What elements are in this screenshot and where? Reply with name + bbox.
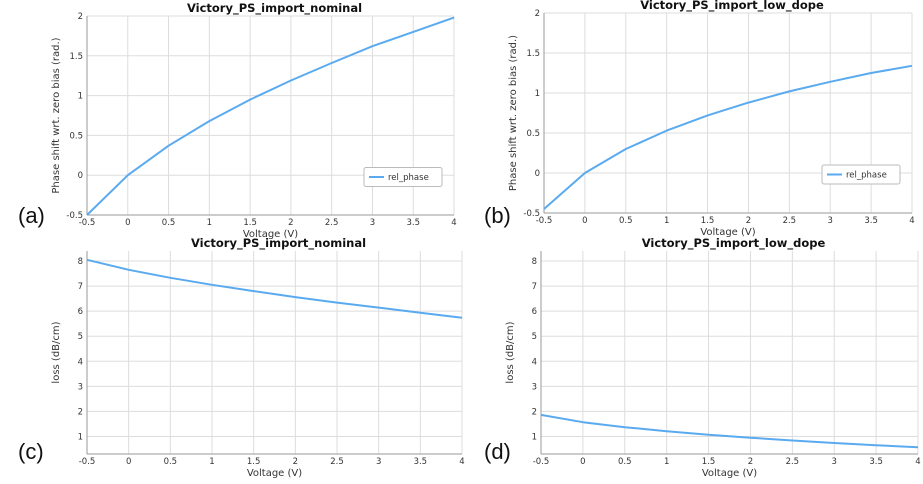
chart-title: Victory_PS_import_low_dope [640,0,824,13]
y-tick-label: 2 [78,12,83,22]
chart-title: Victory_PS_import_nominal [191,236,366,251]
x-tick-label: 4 [459,457,464,467]
x-tick-label: 4 [909,216,914,226]
x-tick-label: 2 [293,457,298,467]
chart-title: Victory_PS_import_low_dope [642,236,826,251]
x-tick-label: 3 [370,218,375,228]
y-tick-label: 5 [78,332,83,342]
chart-1: -0.5 0 0.5 1 1.5 2 2.5 3 3.5 4 -0.5 0 0.5 1 1.5 2 Victor… [508,0,915,238]
x-tick-label: 3.5 [406,218,420,228]
x-tick-label: 4 [915,457,920,467]
x-tick-label: 4 [451,218,456,228]
panel-letter-c: (c) [18,439,44,464]
x-tick-label: 1 [207,218,212,228]
x-tick-label: 3.5 [869,457,883,467]
chart-0: -0.5 0 0.5 1 1.5 2 2.5 3 3.5 4 -0.5 0 0.5 1 1.5 2 Victor… [51,1,457,240]
x-tick-label: 1.5 [243,218,257,228]
y-tick-label: 1 [532,432,537,442]
x-tick-label: 0 [580,457,585,467]
y-tick-label: 3 [532,382,537,392]
x-tick-label: 2 [746,216,751,226]
x-tick-label: 2.5 [330,457,344,467]
x-tick-label: 0.5 [162,218,176,228]
x-tick-label: -0.5 [79,218,96,228]
y-tick-label: 0 [535,169,540,179]
y-tick-label: 1.5 [526,49,540,59]
series-line [86,16,455,216]
y-tick-label: 2 [78,407,83,417]
y-tick-label: 8 [532,257,537,267]
y-tick-label: -0.5 [523,209,540,219]
x-axis-label: Voltage (V) [247,468,302,479]
x-tick-label: 0.5 [164,457,178,467]
legend: rel_phase [821,164,901,185]
series-line [540,413,919,449]
y-tick-label: 4 [532,357,537,367]
x-tick-label: 3 [828,216,833,226]
y-tick-label: 1 [535,89,540,99]
chart-3: -0.5 0 0.5 1 1.5 2 2.5 3 3.5 4 1 2 3 4 5 6 7 8 Victory_PS_… [505,236,921,479]
x-tick-label: 1.5 [247,457,261,467]
y-tick-label: 4 [78,357,83,367]
x-tick-label: 1.5 [702,457,716,467]
y-axis-label: loss (dB/cm) [505,321,516,383]
y-tick-label: 1 [78,92,83,102]
y-tick-label: 3 [78,382,83,392]
x-tick-label: 1.5 [701,216,715,226]
chart-2: -0.5 0 0.5 1 1.5 2 2.5 3 3.5 4 1 2 3 4 5 6 7 8 Victory_PS_… [51,236,465,479]
series-line [86,258,463,319]
y-axis-label: loss (dB/cm) [51,321,62,383]
series-line [543,64,913,210]
y-tick-label: 6 [532,307,537,317]
x-tick-label: 3.5 [414,457,428,467]
x-tick-label: 3 [376,457,381,467]
x-tick-label: 2.5 [783,216,797,226]
x-tick-label: -0.5 [533,457,550,467]
x-tick-label: 3.5 [864,216,878,226]
x-tick-label: 0 [126,457,131,467]
y-tick-label: 6 [78,307,83,317]
y-tick-label: 2 [535,9,540,19]
x-tick-label: 2 [748,457,753,467]
x-tick-label: 1 [664,457,669,467]
panel-letter-d: (d) [484,439,511,464]
x-tick-label: 0 [125,218,130,228]
legend-label: rel_phase [846,171,887,181]
x-tick-label: 2.5 [325,218,339,228]
x-axis-label: Voltage (V) [702,468,757,479]
x-tick-label: 1 [209,457,214,467]
x-tick-label: 0.5 [619,216,633,226]
x-tick-label: 1 [664,216,669,226]
y-tick-label: -0.5 [66,211,83,221]
x-tick-label: 2.5 [786,457,800,467]
y-tick-label: 2 [532,407,537,417]
x-tick-label: 0.5 [618,457,632,467]
y-axis-label: Phase shift wrt. zero bias (rad.) [508,35,519,191]
y-tick-label: 5 [532,332,537,342]
legend-label: rel_phase [388,173,429,183]
legend: rel_phase [363,167,443,187]
y-tick-label: 8 [78,257,83,267]
x-tick-label: 2 [288,218,293,228]
x-axis-label: Voltage (V) [700,227,755,238]
y-axis-label: Phase shift wrt. zero bias (rad.) [51,37,62,193]
y-tick-label: 0.5 [526,129,540,139]
panel-letter-a: (a) [18,203,45,228]
y-tick-label: 0 [78,171,83,181]
legend-box [821,164,901,185]
x-tick-label: -0.5 [79,457,96,467]
chart-title: Victory_PS_import_nominal [187,1,362,16]
y-tick-label: 0.5 [69,131,83,141]
x-tick-label: -0.5 [536,216,553,226]
y-tick-label: 1 [78,432,83,442]
legend-box [363,167,443,187]
y-tick-label: 7 [78,282,83,292]
y-tick-label: 7 [532,282,537,292]
y-tick-label: 1.5 [69,52,83,62]
x-axis-label: Voltage (V) [243,229,298,240]
x-tick-label: 3 [832,457,837,467]
x-tick-label: 0 [582,216,587,226]
panel-letter-b: (b) [484,203,511,228]
